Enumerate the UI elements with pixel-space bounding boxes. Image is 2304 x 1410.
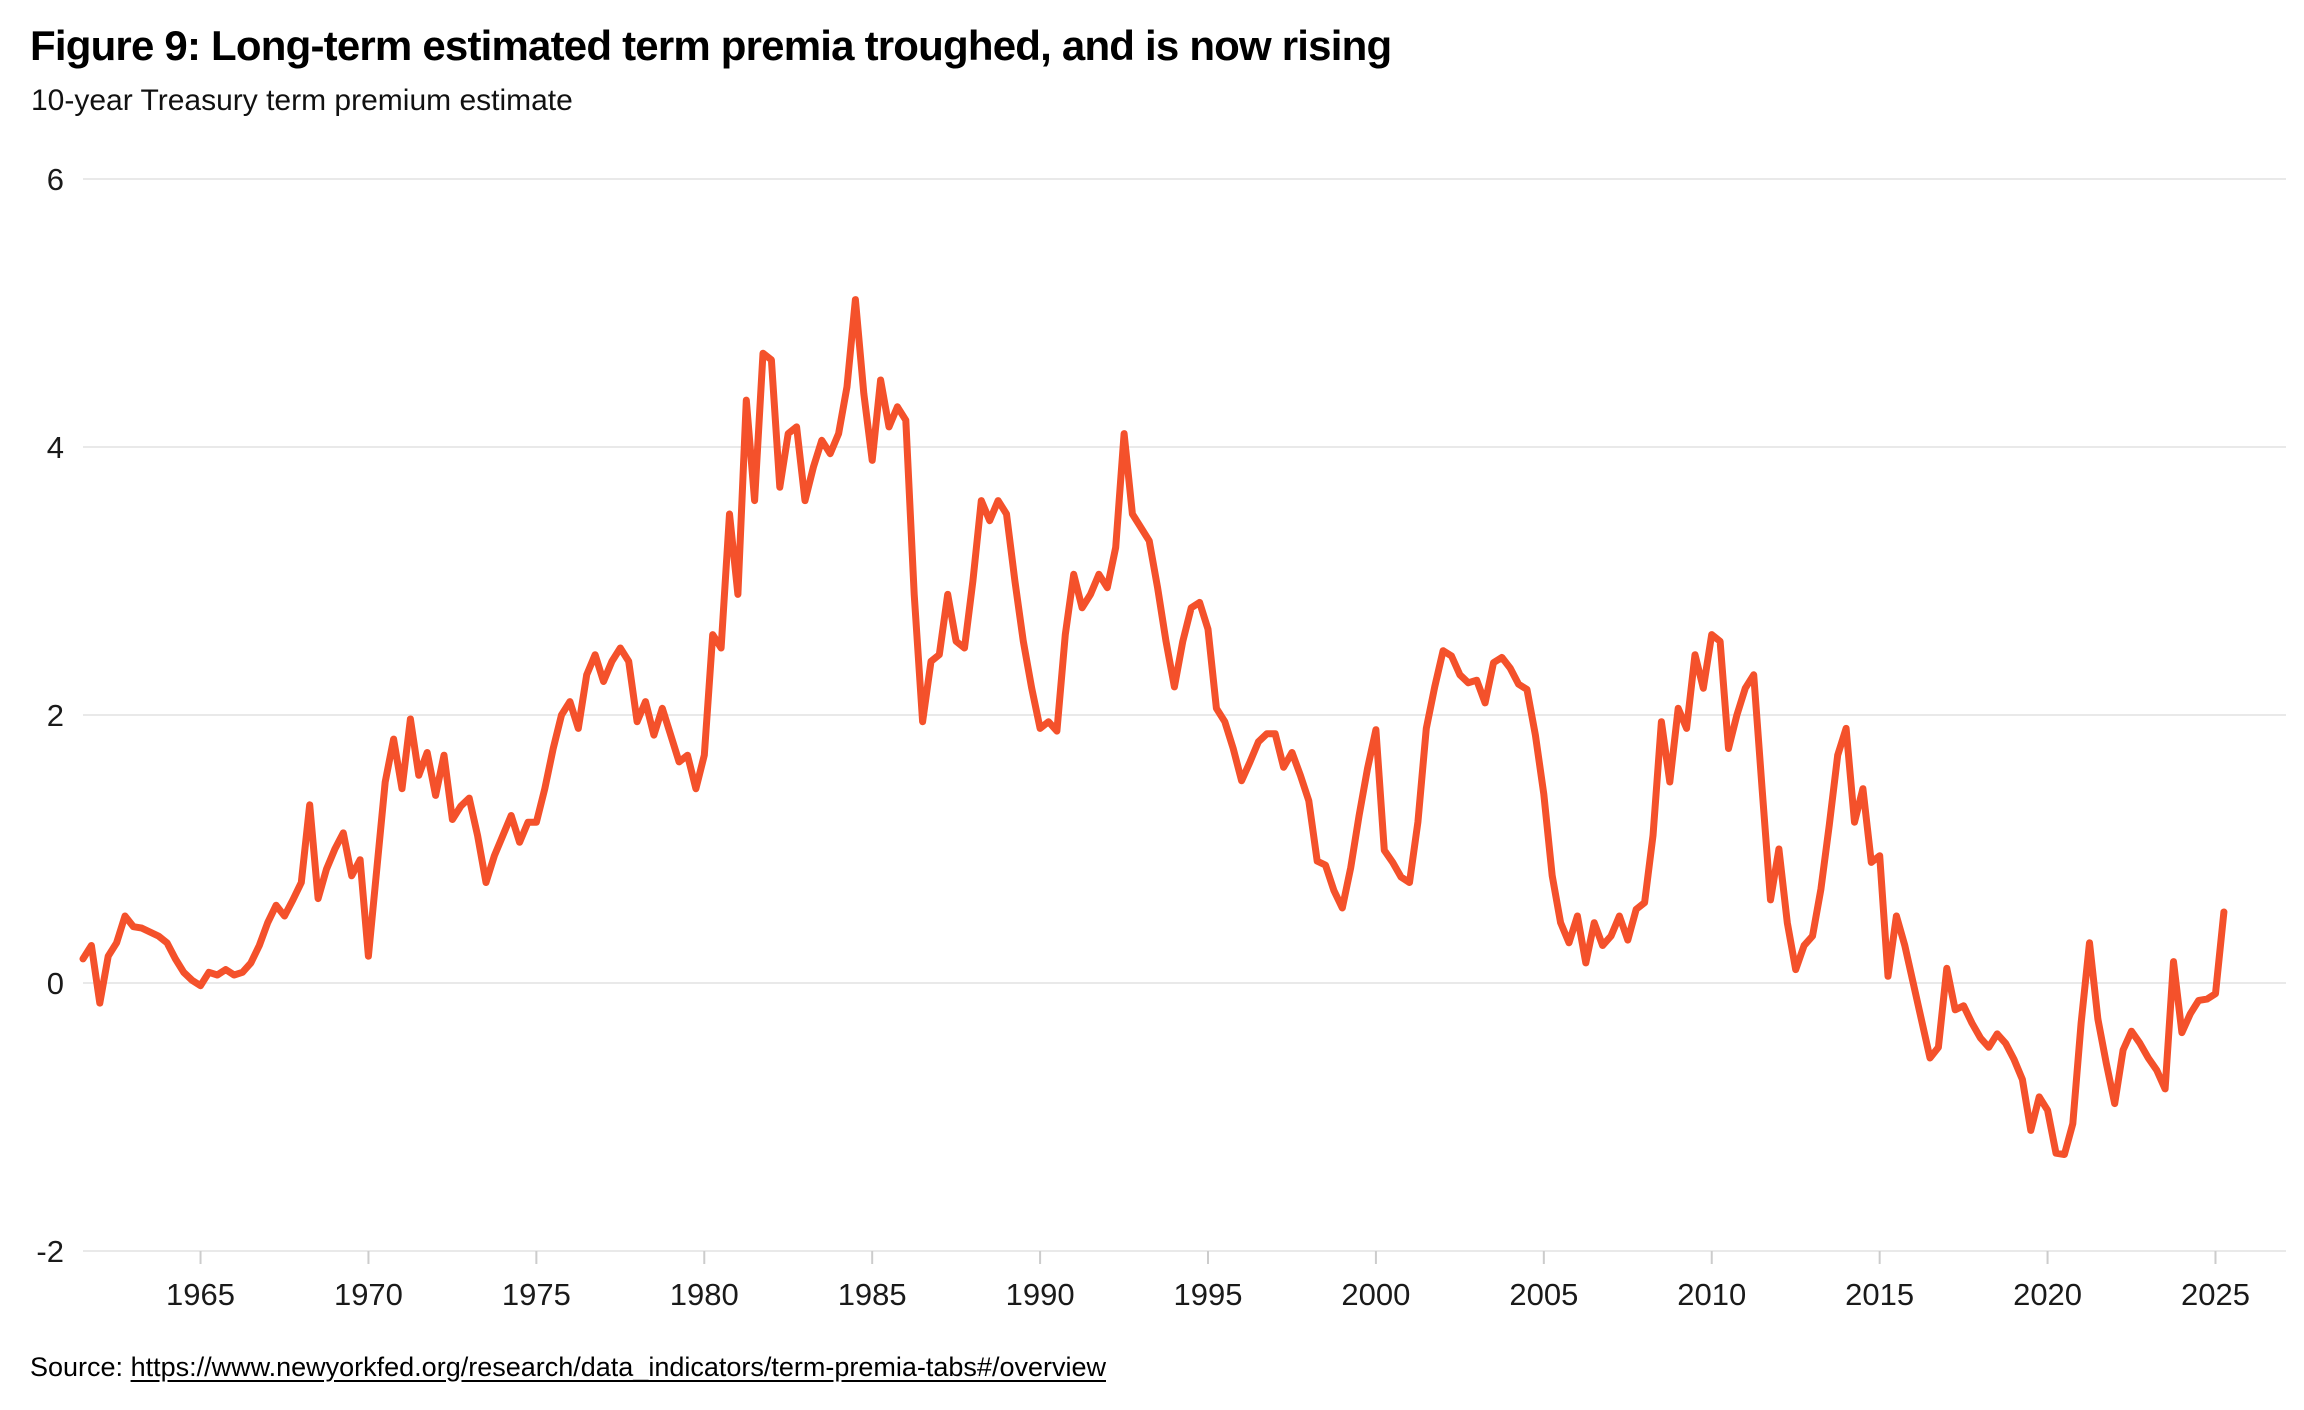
source-link[interactable]: https://www.newyorkfed.org/research/data… [130, 1352, 1106, 1382]
x-axis-label: 1965 [166, 1277, 235, 1312]
axis-label-layer: -2 0 2 4 6 1965 1970 1975 1980 1985 1990 1995 2000 20… [36, 162, 2250, 1312]
term-premium-line [79, 296, 2228, 1158]
gridline-layer [83, 178, 2286, 1252]
x-axis-label: 2005 [1509, 1277, 1578, 1312]
y-axis-label: 6 [47, 162, 64, 197]
source-prefix: Source: [30, 1352, 131, 1382]
x-axis-label: 1980 [670, 1277, 739, 1312]
y-axis-label: 4 [47, 430, 64, 465]
figure-title: Figure 9: Long-term estimated term premi… [30, 22, 1392, 69]
x-axis-label: 1990 [1006, 1277, 1075, 1312]
x-axis-label: 2000 [1341, 1277, 1410, 1312]
x-axis-label: 1970 [334, 1277, 403, 1312]
x-axis-label: 1995 [1174, 1277, 1243, 1312]
x-axis-label: 1985 [838, 1277, 907, 1312]
x-axis-label: 1975 [502, 1277, 571, 1312]
x-axis-label: 2025 [2181, 1277, 2250, 1312]
axis-tick-layer [199, 1251, 2217, 1264]
series-layer [79, 296, 2228, 1158]
source-note: Source: https://www.newyorkfed.org/resea… [30, 1352, 1106, 1383]
x-axis-label: 2015 [1845, 1277, 1914, 1312]
figure-subtitle: 10-year Treasury term premium estimate [31, 84, 573, 117]
y-axis-label: 2 [47, 698, 64, 733]
y-axis-label: 0 [47, 966, 64, 1001]
x-axis-label: 2010 [1677, 1277, 1746, 1312]
x-axis-label: 2020 [2013, 1277, 2082, 1312]
y-axis-label: -2 [36, 1234, 64, 1269]
